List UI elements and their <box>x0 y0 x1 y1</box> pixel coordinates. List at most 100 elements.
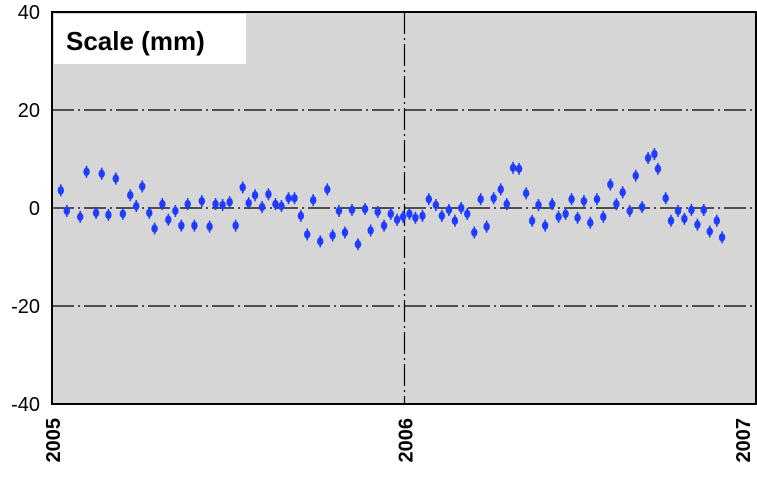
y-tick-label: -40 <box>11 394 40 416</box>
grid-lines <box>52 12 757 404</box>
data-point <box>497 183 504 196</box>
data-point <box>226 196 233 209</box>
data-point <box>477 193 484 206</box>
data-point <box>425 193 433 206</box>
data-point <box>562 207 569 220</box>
y-axis-ticks: 40 20 0 -20 -40 <box>11 2 40 416</box>
data-point <box>324 183 331 196</box>
data-point <box>490 192 497 205</box>
data-point <box>184 198 191 211</box>
data-point <box>555 210 562 223</box>
data-point <box>483 220 490 233</box>
data-point <box>464 207 471 220</box>
data-points <box>57 148 726 251</box>
data-point <box>587 216 594 229</box>
data-point <box>278 200 285 213</box>
data-point <box>232 219 239 232</box>
data-point <box>83 165 90 178</box>
data-point <box>198 195 206 208</box>
data-point <box>112 172 120 185</box>
data-point <box>105 208 112 221</box>
data-point <box>239 181 246 194</box>
data-point <box>438 209 446 222</box>
data-point <box>317 235 324 248</box>
data-point <box>393 213 401 226</box>
data-point <box>412 211 419 224</box>
data-point <box>219 199 226 212</box>
data-point <box>206 220 213 233</box>
data-point <box>272 198 279 211</box>
data-point <box>626 204 633 217</box>
data-point <box>515 162 523 175</box>
y-tick-label: 0 <box>29 198 40 220</box>
data-point <box>503 198 510 211</box>
data-point <box>471 226 478 239</box>
x-axis-ticks: 2005 2006 2007 <box>43 418 755 463</box>
data-point <box>522 187 530 200</box>
x-tick-label: 2006 <box>396 418 418 463</box>
data-point <box>593 193 601 206</box>
data-point <box>57 184 65 197</box>
data-point <box>251 189 259 202</box>
data-point <box>191 219 198 232</box>
data-point <box>146 206 153 219</box>
y-tick-label: 20 <box>18 100 40 122</box>
data-point <box>541 219 549 232</box>
data-point <box>688 203 695 216</box>
data-point <box>139 180 146 193</box>
data-point <box>354 238 362 251</box>
data-point <box>285 192 292 205</box>
data-point <box>619 186 626 199</box>
x-tick-label: 2007 <box>733 418 755 463</box>
data-point <box>600 210 607 223</box>
data-point <box>329 229 336 242</box>
data-point <box>165 213 172 226</box>
data-point <box>662 192 669 205</box>
data-point <box>63 204 71 217</box>
data-point <box>681 212 688 225</box>
plot-frame <box>51 11 757 405</box>
data-point <box>341 226 349 239</box>
chart-title-box: Scale (mm) <box>54 14 246 64</box>
data-point <box>119 207 127 220</box>
data-point <box>548 198 556 211</box>
data-point <box>568 193 575 206</box>
data-point <box>380 219 388 232</box>
x-tick-label: 2005 <box>43 418 65 463</box>
data-point <box>458 202 465 214</box>
data-point <box>159 198 166 211</box>
data-point <box>310 194 317 207</box>
data-point <box>387 207 394 220</box>
data-point <box>399 210 407 223</box>
data-point <box>98 167 105 180</box>
data-point <box>335 204 343 217</box>
y-tick-label: -20 <box>11 296 40 318</box>
data-point <box>535 199 542 212</box>
data-point <box>178 219 185 232</box>
data-point <box>348 203 356 216</box>
data-point <box>297 209 305 222</box>
title-background <box>54 14 246 64</box>
data-point <box>245 197 252 210</box>
data-point <box>291 192 298 205</box>
data-point <box>361 202 369 215</box>
data-point <box>654 162 662 175</box>
data-point <box>151 222 158 235</box>
data-point <box>133 200 140 213</box>
data-point <box>432 199 440 212</box>
data-point <box>77 210 84 223</box>
data-point <box>718 231 726 244</box>
data-point <box>574 211 581 224</box>
data-point <box>92 206 100 219</box>
data-point <box>265 188 272 201</box>
y-tick-label: 40 <box>18 2 40 24</box>
data-point <box>304 228 311 241</box>
data-point <box>528 214 536 227</box>
data-point <box>607 178 614 191</box>
data-point <box>172 204 179 217</box>
data-point <box>651 148 658 161</box>
data-point <box>706 225 713 238</box>
data-point <box>700 203 707 216</box>
data-point <box>580 195 588 208</box>
